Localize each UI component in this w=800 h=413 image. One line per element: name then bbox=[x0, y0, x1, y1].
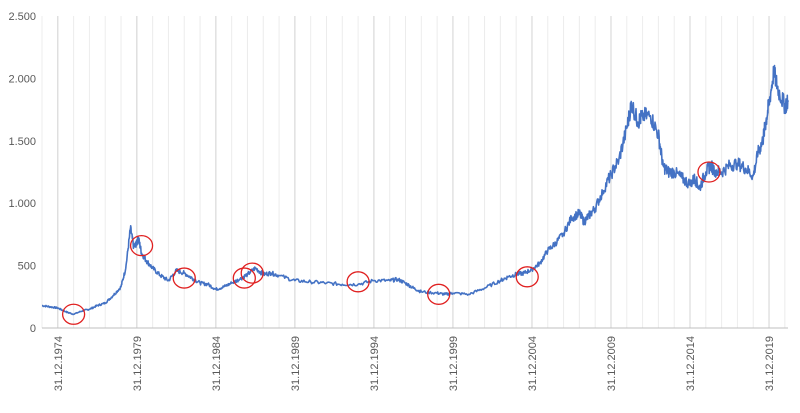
x-tick-label: 31.12.1994 bbox=[369, 336, 381, 391]
x-tick-labels: 31.12.1974 31.12.1979 31.12.1984 31.12.1989… bbox=[53, 336, 776, 391]
highlight-circle bbox=[232, 267, 256, 289]
series-layer bbox=[41, 64, 789, 316]
highlight-circle bbox=[61, 303, 86, 325]
x-tick-label: 31.12.2004 bbox=[527, 336, 539, 391]
highlight-circle bbox=[129, 234, 154, 257]
x-tick-label: 31.12.1974 bbox=[53, 336, 65, 391]
series-line bbox=[41, 64, 789, 316]
x-tick-label: 31.12.1999 bbox=[448, 336, 460, 391]
highlight-circle bbox=[346, 271, 370, 293]
y-tick-label: 1.500 bbox=[8, 136, 36, 148]
y-tick-label: 0 bbox=[30, 323, 36, 335]
y-tick-label: 1.000 bbox=[8, 198, 36, 210]
highlight-circle bbox=[172, 267, 196, 289]
x-tick-label: 31.12.1984 bbox=[211, 336, 223, 391]
x-tick-label: 31.12.2019 bbox=[764, 336, 776, 391]
highlight-circle bbox=[240, 262, 264, 284]
highlight-circle bbox=[427, 283, 451, 305]
y-tick-label: 500 bbox=[18, 261, 36, 273]
x-tick-label: 31.12.2014 bbox=[685, 336, 697, 391]
highlight-markers bbox=[61, 161, 721, 325]
y-tick-labels: 0 500 1.000 1.500 2.000 2.500 bbox=[8, 11, 36, 335]
y-tick-label: 2.000 bbox=[8, 73, 36, 85]
highlight-circle bbox=[697, 161, 721, 183]
x-tick-label: 31.12.1979 bbox=[132, 336, 144, 391]
highlight-circle bbox=[515, 266, 539, 288]
x-tick-label: 31.12.1989 bbox=[290, 336, 302, 391]
y-tick-label: 2.500 bbox=[8, 11, 36, 23]
x-tick-label: 31.12.2009 bbox=[606, 336, 618, 391]
